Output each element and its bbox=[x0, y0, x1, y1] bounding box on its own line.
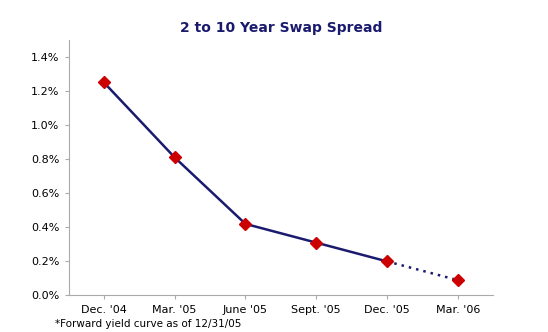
Text: *Forward yield curve as of 12/31/05: *Forward yield curve as of 12/31/05 bbox=[55, 319, 241, 329]
Title: 2 to 10 Year Swap Spread: 2 to 10 Year Swap Spread bbox=[180, 21, 382, 35]
